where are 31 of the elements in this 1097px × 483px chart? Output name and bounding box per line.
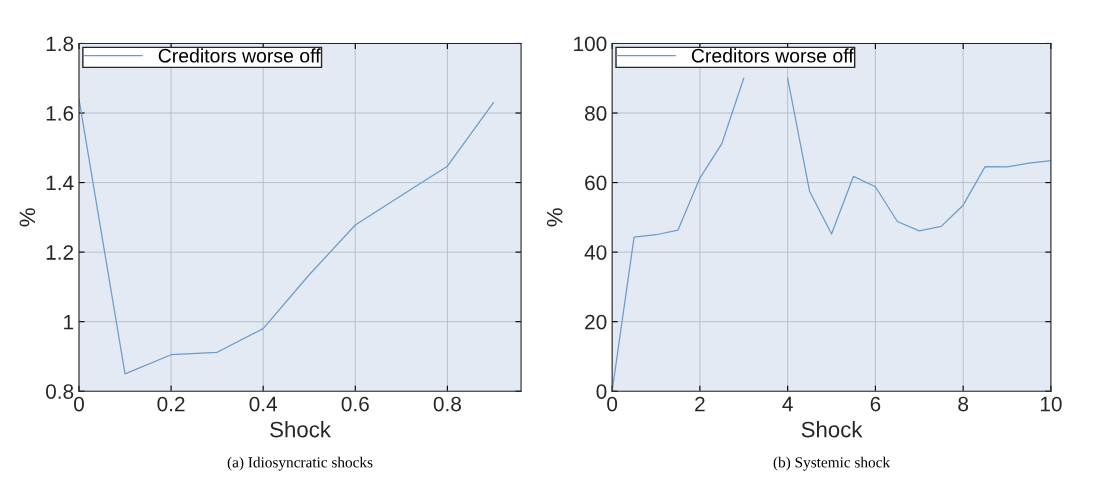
text: (a) Idiosyncratic shocks [227,456,373,471]
text: (b) Systemic shock [773,456,891,471]
x-tick-label: 0 [74,396,84,412]
x-tick-label: 10 [1040,396,1062,412]
legend-label: Creditors worse off [158,48,321,63]
x-tick-label: 0.6 [341,396,369,412]
y-tick-label: 40 [584,245,607,260]
x-tick-label: 0.4 [249,396,278,412]
x-tick-label: 2 [695,396,705,412]
x-axis-title: Shock [801,421,863,438]
y-tick-label: 100 [574,36,607,52]
x-axis-title: Shock [270,421,331,438]
y-axis-title: % [19,208,36,227]
y-tick-label: 1.4 [46,175,74,191]
y-axis-title: % [546,208,563,227]
x-tick-label: 0 [607,396,618,412]
y-tick-label: 1 [64,314,74,330]
x-tick-label: 0.8 [433,396,461,412]
y-tick-label: 1.8 [46,36,74,52]
legend-label: Creditors worse off [691,48,854,63]
x-tick-label: 6 [870,396,881,412]
y-tick-label: 60 [585,175,607,191]
y-tick-label: 0.8 [45,384,74,399]
x-tick-label: 0.2 [157,396,185,412]
y-tick-label: 80 [585,106,607,121]
y-tick-label: 1.6 [46,106,74,121]
y-tick-label: 1.2 [46,245,74,260]
y-tick-label: 0 [596,384,607,399]
x-tick-label: 4 [782,396,793,412]
x-tick-label: 8 [958,396,969,412]
y-tick-label: 20 [585,314,607,330]
